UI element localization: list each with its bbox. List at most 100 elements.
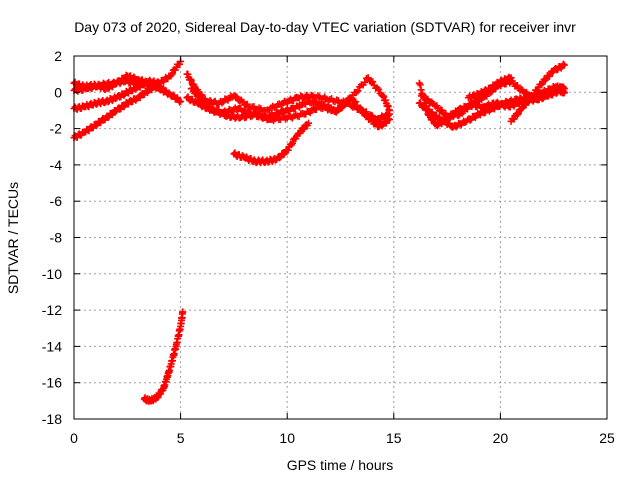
data-point-interp [169,91,177,99]
y-tick-label: -14 [42,338,62,354]
data-point [187,85,195,93]
data-point [300,110,308,118]
data-point [294,130,302,138]
data-point [273,155,281,163]
grid [74,56,607,419]
data-point-interp [193,89,201,97]
data-point [134,79,142,87]
data-point [215,99,223,107]
data-point-interp [358,105,366,113]
data-point [456,110,464,118]
data-point-interp [416,81,424,89]
y-tick-label: -12 [42,302,62,318]
data-point [108,79,116,87]
data-point [179,308,187,316]
data-point-interp [537,81,545,89]
data-point [290,105,298,113]
data-point [147,81,155,89]
data-point [140,395,148,403]
data-point [518,105,526,113]
data-point [113,106,121,114]
data-point [91,99,99,107]
data-point [443,112,451,120]
data-point-interp [506,75,514,83]
data-point-interp [522,101,530,109]
data-point [134,94,142,102]
data-point [496,77,504,85]
data-point [81,103,89,111]
x-tick-label: 25 [599,430,615,446]
data-point [501,99,509,107]
data-point-interp [534,86,542,94]
data-point [224,112,232,120]
data-point [437,116,445,124]
data-point [430,101,438,109]
data-point-interp [515,109,523,117]
data-point [153,393,161,401]
data-point [364,74,372,82]
data-point-interp [346,95,354,103]
data-point [294,94,302,102]
data-point [198,96,206,104]
y-tick-label: -6 [50,193,63,209]
y-tick-label: -2 [50,121,63,137]
x-tick-label: 0 [70,430,78,446]
data-point [102,114,110,122]
data-point [326,96,334,104]
data-point [560,61,568,69]
data-point-interp [466,116,474,124]
data-point [177,97,185,105]
data-point [266,116,274,124]
data-point [164,371,172,379]
data-point [102,97,110,105]
data-point [183,70,191,78]
data-point [545,90,553,98]
data-point [230,92,238,100]
data-point [147,397,155,405]
x-tick-label: 5 [177,430,185,446]
data-point [160,384,168,392]
data-point [283,114,291,122]
data-point-interp [559,60,567,68]
data-point-interp [473,98,481,106]
data-point-interp [204,101,212,109]
data-point [172,341,180,349]
data-point-interp [241,106,249,114]
data-point [475,90,483,98]
data-point [245,103,253,111]
data-point [241,154,249,162]
data-point [168,357,176,365]
data-point [539,77,547,85]
data-points [70,57,568,405]
data-point [475,110,483,118]
data-point [488,105,496,113]
y-tick-label: -8 [50,230,63,246]
y-tick-label: -10 [42,266,62,282]
data-point [305,119,313,127]
series-track-h [231,120,311,167]
data-point-interp [375,85,383,93]
data-point [507,74,515,82]
data-point-interp [354,87,362,95]
data-point [305,97,313,105]
data-point [113,94,121,102]
data-point [464,94,472,102]
data-point [166,72,174,80]
data-point [528,92,536,100]
y-tick-label: -4 [50,157,63,173]
y-tick-label: 0 [54,84,62,100]
data-point-interp [373,84,381,92]
data-point [347,94,355,102]
data-point-interp [369,78,377,86]
data-point [91,121,99,129]
data-point [550,67,558,75]
data-point [432,121,440,129]
data-point [123,88,131,96]
x-axis-label: GPS time / hours [287,457,394,473]
data-point [375,123,383,131]
data-point [332,106,340,114]
y-tick-label: 2 [54,48,62,64]
data-point [520,88,528,96]
data-point [449,123,457,131]
